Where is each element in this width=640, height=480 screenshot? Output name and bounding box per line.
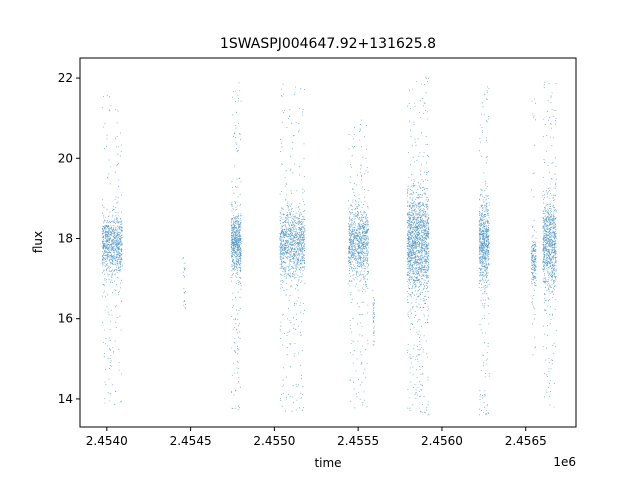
x-tick-label: 2.4545 xyxy=(170,434,212,448)
y-axis-label: flux xyxy=(31,231,45,253)
data-point xyxy=(542,81,557,408)
data-points xyxy=(101,76,557,416)
x-tick-label: 2.4540 xyxy=(86,434,128,448)
data-point xyxy=(182,257,186,309)
y-tick-label: 14 xyxy=(58,392,73,406)
x-axis-offset-label: 1e6 xyxy=(553,455,576,469)
season-cluster xyxy=(348,119,369,409)
y-tick-label: 16 xyxy=(58,312,73,326)
x-tick-label: 2.4555 xyxy=(337,434,379,448)
y-tick-label: 20 xyxy=(58,151,73,165)
x-tick-label: 2.4550 xyxy=(253,434,295,448)
x-axis-ticks: 2.4540 2.4545 2.4550 2.4555 2.4560 2.4565 xyxy=(86,427,547,448)
season-cluster xyxy=(279,83,306,412)
y-axis-ticks: 14 16 18 20 22 xyxy=(58,71,80,406)
chart-title: 1SWASPJ004647.92+131625.8 xyxy=(220,36,436,52)
data-point xyxy=(478,86,490,416)
data-point xyxy=(406,76,430,416)
season-cluster xyxy=(230,82,242,411)
data-point xyxy=(372,289,375,346)
x-tick-label: 2.4560 xyxy=(421,434,463,448)
season-cluster xyxy=(372,289,375,346)
data-point xyxy=(279,83,306,412)
season-cluster xyxy=(101,95,123,405)
data-point xyxy=(230,82,242,411)
data-point xyxy=(101,95,123,405)
y-tick-label: 18 xyxy=(58,231,73,245)
season-cluster xyxy=(542,81,557,408)
season-cluster xyxy=(406,76,430,416)
season-cluster xyxy=(478,86,490,416)
x-tick-label: 2.4565 xyxy=(505,434,547,448)
y-tick-label: 22 xyxy=(58,71,73,85)
data-point xyxy=(348,119,369,409)
plot-frame xyxy=(79,57,577,428)
x-axis-label: time xyxy=(314,456,341,470)
season-cluster xyxy=(182,257,186,309)
